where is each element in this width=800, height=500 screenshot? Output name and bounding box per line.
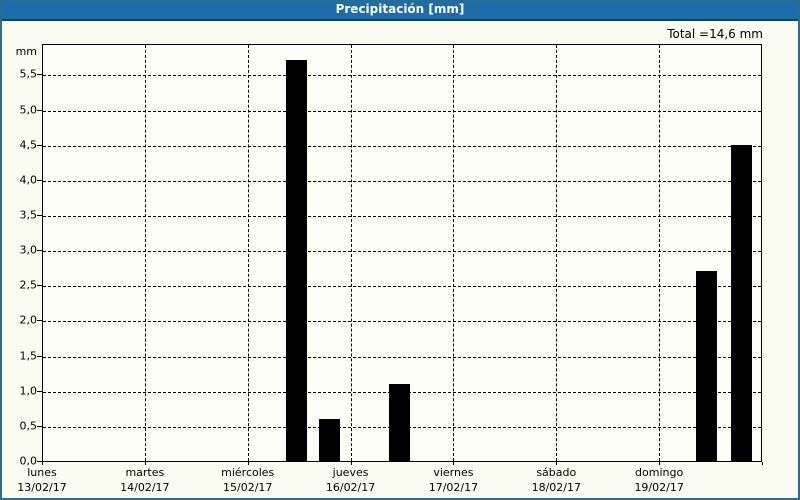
- precipitation-bar: [730, 144, 752, 461]
- y-axis-tick: [37, 425, 42, 427]
- x-axis-tick: [144, 462, 146, 465]
- plot-area: [42, 44, 762, 462]
- chart-title: Precipitación [mm]: [335, 2, 465, 16]
- x-date-label: 14/02/17: [120, 481, 170, 494]
- y-axis-tick: [37, 109, 42, 111]
- y-axis-tick: [37, 390, 42, 392]
- y-axis-tick: [37, 285, 42, 287]
- y-tick-label: 1,5: [19, 349, 38, 363]
- x-axis-tick: [247, 462, 249, 465]
- gridline-h: [43, 145, 761, 147]
- x-day-label: domingo: [635, 466, 684, 479]
- x-day-label: viernes: [433, 466, 474, 479]
- y-tick-label: 3,0: [19, 243, 38, 257]
- x-date-label: 18/02/17: [531, 481, 581, 494]
- precipitation-bar: [319, 418, 341, 461]
- x-date-label: 17/02/17: [428, 481, 479, 494]
- x-axis-tick: [762, 462, 763, 465]
- gridline-h: [43, 110, 761, 112]
- gridline-v: [350, 45, 352, 461]
- y-axis-tick: [37, 144, 42, 146]
- gridline-v: [144, 45, 146, 461]
- gridline-v: [247, 45, 249, 461]
- y-axis-tick: [37, 320, 42, 322]
- x-date-label: 19/02/17: [634, 481, 684, 494]
- gridline-h: [43, 215, 761, 217]
- gridline-v: [556, 45, 558, 461]
- gridline-h: [43, 321, 761, 323]
- x-day-label: sábado: [536, 466, 577, 479]
- x-day-label: lunes: [27, 466, 57, 479]
- x-day-label: jueves: [332, 466, 369, 479]
- precipitation-bar: [388, 383, 410, 461]
- y-tick-label: 1,0: [19, 384, 38, 398]
- header-bar: Precipitación [mm]: [2, 2, 798, 21]
- gridline-h: [43, 356, 761, 358]
- y-tick-label: 3,5: [19, 208, 38, 222]
- y-tick-label: 4,0: [19, 173, 38, 187]
- x-axis-tick: [453, 462, 455, 465]
- y-axis-tick: [37, 214, 42, 216]
- y-axis-tick: [37, 355, 42, 357]
- gridline-v: [453, 45, 455, 461]
- total-label: Total =14,6 mm: [667, 27, 763, 41]
- gridline-h: [43, 251, 761, 253]
- precipitation-bar: [285, 60, 307, 461]
- x-date-label: 15/02/17: [223, 481, 273, 494]
- gridline-h: [43, 75, 761, 77]
- y-tick-label: 2,0: [19, 313, 38, 327]
- gridline-v: [659, 45, 661, 461]
- x-day-label: miércoles: [221, 466, 275, 479]
- x-date-label: 13/02/17: [17, 481, 67, 494]
- y-axis-tick: [37, 74, 42, 76]
- x-day-label: martes: [125, 466, 165, 479]
- x-axis-tick: [42, 462, 43, 465]
- x-axis-tick: [350, 462, 352, 465]
- x-axis-tick: [659, 462, 661, 465]
- y-tick-label: 0,5: [19, 419, 38, 433]
- y-axis-unit-label: mm: [15, 45, 37, 58]
- gridline-h: [43, 180, 761, 182]
- y-tick-label: 4,5: [19, 138, 38, 152]
- y-tick-label: 5,5: [19, 67, 38, 81]
- y-tick-label: 0,0: [19, 454, 38, 468]
- y-tick-label: 2,5: [19, 278, 38, 292]
- precipitation-bar: [696, 271, 718, 461]
- y-axis-tick: [37, 179, 42, 181]
- y-axis-tick: [37, 250, 42, 252]
- y-axis-tick: [37, 461, 42, 462]
- x-axis-tick: [556, 462, 558, 465]
- x-date-label: 16/02/17: [325, 481, 376, 494]
- gridline-h: [43, 286, 761, 288]
- y-tick-label: 5,0: [19, 103, 38, 116]
